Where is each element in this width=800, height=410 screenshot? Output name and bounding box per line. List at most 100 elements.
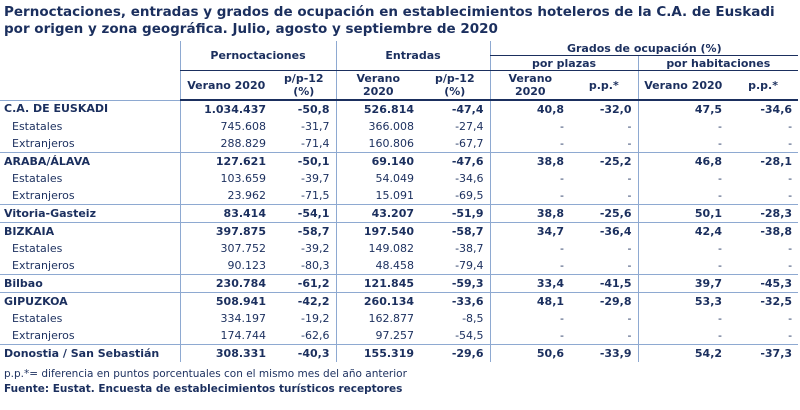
cell: - xyxy=(627,328,632,342)
cell: - xyxy=(627,241,632,255)
cell: -40,3 xyxy=(272,344,337,362)
cell: 38,8 xyxy=(489,204,571,223)
row-label: Estatales xyxy=(12,171,63,185)
cell: 103.659 xyxy=(179,170,272,187)
cell: -39,2 xyxy=(301,241,330,255)
cell: -27,4 xyxy=(455,119,484,133)
cell: -33,6 xyxy=(420,292,491,310)
cell: 397.875 xyxy=(179,222,272,240)
row-label: Estatales xyxy=(12,119,63,133)
cell: -34,6 xyxy=(728,99,799,118)
row-label: Extranjeros xyxy=(12,188,75,202)
detail-row: Estatales 103.659 -39,7 54.049 -34,6- - - - xyxy=(0,170,798,187)
cell: - xyxy=(489,187,571,205)
group-header: Grados de ocupación (%) xyxy=(489,41,799,56)
cell: -38,7 xyxy=(455,241,484,255)
column-header: p/p-12 (%) xyxy=(272,70,337,101)
cell: -79,4 xyxy=(455,258,484,272)
cell: - xyxy=(637,240,729,257)
corner xyxy=(0,41,180,100)
cell: - xyxy=(627,119,632,133)
cell: 69.140 xyxy=(335,152,421,170)
table-body: C.A. DE EUSKADI 1.034.437 -50,8 526.814 -47,… xyxy=(0,99,799,362)
detail-row: Extranjeros 23.962 -71,5 15.091 -69,5- - - - xyxy=(0,187,798,205)
cell: 160.806 xyxy=(335,135,421,153)
cell: -71,5 xyxy=(301,188,330,202)
data-table: Pernoctaciones Entradas Grados de ocupació… xyxy=(0,41,799,362)
cell: -41,5 xyxy=(570,274,639,293)
cell: - xyxy=(637,118,729,135)
cell: - xyxy=(788,328,793,342)
cell: 42,4 xyxy=(637,222,729,240)
cell: -58,7 xyxy=(272,222,337,240)
cell: 97.257 xyxy=(335,327,421,345)
cell: -37,3 xyxy=(728,344,799,362)
cell: -58,7 xyxy=(420,222,491,240)
cell: - xyxy=(637,187,729,205)
cell: - xyxy=(637,327,729,345)
detail-row: Extranjeros 90.123 -80,3 48.458 -79,4- - - - xyxy=(0,257,798,275)
cell: - xyxy=(627,311,632,325)
row-label: Estatales xyxy=(12,311,63,325)
row-label: Extranjeros xyxy=(12,258,75,272)
cell: 121.845 xyxy=(335,274,421,293)
detail-row: Estatales 307.752 -39,2 149.082 -38,7- - - - xyxy=(0,240,798,257)
cell: - xyxy=(489,240,571,257)
cell: 48,1 xyxy=(489,292,571,310)
cell: - xyxy=(489,135,571,153)
cell: 54.049 xyxy=(335,170,421,187)
column-header: Verano 2020 xyxy=(179,70,272,101)
cell: 15.091 xyxy=(335,187,421,205)
cell: - xyxy=(788,241,793,255)
cell: 50,1 xyxy=(637,204,729,223)
cell: -51,9 xyxy=(420,204,491,223)
cell: - xyxy=(489,327,571,345)
cell: -50,1 xyxy=(272,152,337,170)
cell: - xyxy=(489,170,571,187)
cell: -67,7 xyxy=(455,136,484,150)
cell: 307.752 xyxy=(179,240,272,257)
cell: -34,6 xyxy=(455,171,484,185)
cell: 38,8 xyxy=(489,152,571,170)
cell: - xyxy=(637,135,729,153)
column-header: Verano 2020 xyxy=(335,70,421,101)
row-label: Extranjeros xyxy=(12,328,75,342)
header-row: Pernoctaciones Entradas Grados de ocupació… xyxy=(0,41,799,71)
cell: 50,6 xyxy=(489,344,571,362)
cell: -36,4 xyxy=(570,222,639,240)
cell: - xyxy=(627,258,632,272)
group-row: GIPUZKOA 508.941 -42,2 260.134 -33,6 48,1 -29,… xyxy=(0,292,799,310)
cell: - xyxy=(788,188,793,202)
group-row: Donostia / San Sebastián 308.331 -40,3 155.… xyxy=(0,344,799,362)
title: Pernoctaciones, entradas y grados de ocu… xyxy=(4,4,775,37)
cell: - xyxy=(489,310,571,327)
cell: 40,8 xyxy=(489,99,571,118)
row-label: Estatales xyxy=(12,241,63,255)
detail-row: Extranjeros 174.744 -62,6 97.257 -54,5- - - - xyxy=(0,327,798,345)
cell: 260.134 xyxy=(335,292,421,310)
cell: - xyxy=(637,170,729,187)
cell: 83.414 xyxy=(179,204,272,223)
cell: 197.540 xyxy=(335,222,421,240)
cell: 288.829 xyxy=(179,135,272,153)
group-header: Entradas xyxy=(335,41,491,71)
group-header: Pernoctaciones xyxy=(179,41,337,71)
cell: - xyxy=(788,258,793,272)
column-header: Verano 2020 xyxy=(489,70,571,101)
cell: 90.123 xyxy=(179,257,272,275)
cell: -31,7 xyxy=(301,119,330,133)
cell: -50,8 xyxy=(272,99,337,118)
cell: -71,4 xyxy=(301,136,330,150)
cell: -25,2 xyxy=(570,152,639,170)
cell: 54,2 xyxy=(637,344,729,362)
cell: - xyxy=(627,188,632,202)
cell: - xyxy=(788,136,793,150)
cell: 46,8 xyxy=(637,152,729,170)
cell: -39,7 xyxy=(301,171,330,185)
row-label: GIPUZKOA xyxy=(0,292,180,310)
cell: -29,6 xyxy=(420,344,491,362)
cell: - xyxy=(788,311,793,325)
cell: -38,8 xyxy=(728,222,799,240)
row-label: Extranjeros xyxy=(12,136,75,150)
cell: 53,3 xyxy=(637,292,729,310)
